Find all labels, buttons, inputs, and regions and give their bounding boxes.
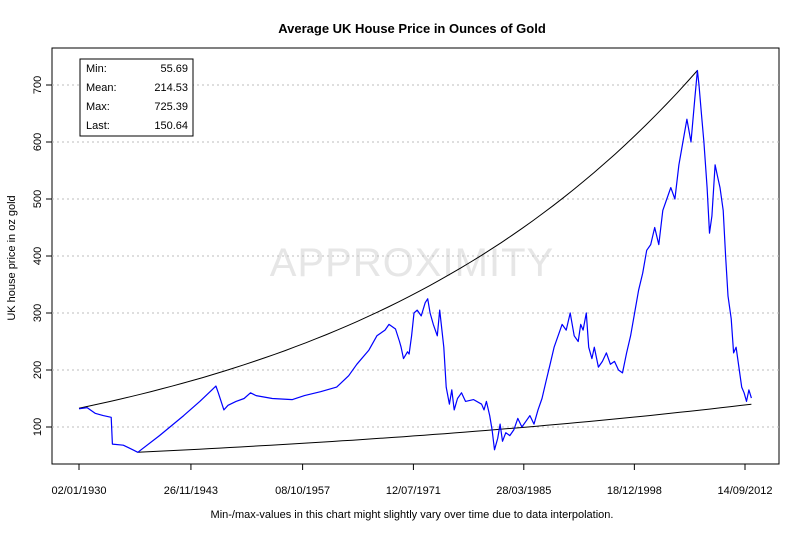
y-tick-label-300: 300 <box>32 304 44 322</box>
upper-envelope-line <box>78 70 698 409</box>
stats-box: Min: 55.69 Mean: 214.53 Max: 725.39 Last… <box>79 58 194 137</box>
stat-label-mean: Mean: <box>86 82 117 94</box>
stat-value-max: 725.39 <box>154 101 188 113</box>
y-axis-title: UK house price in oz gold <box>6 195 18 320</box>
x-tick-label-2: 08/10/1957 <box>275 485 330 497</box>
stat-label-min: Min: <box>86 63 107 75</box>
y-tick-label-400: 400 <box>32 247 44 265</box>
stat-value-last: 150.64 <box>154 120 188 132</box>
series-line-0 <box>78 69 752 453</box>
y-axis: 100 200 300 400 500 600 700 <box>32 76 52 436</box>
envelope-curves <box>78 70 752 453</box>
x-tick-label-3: 12/07/1971 <box>386 485 441 497</box>
x-tick-label-6: 14/09/2012 <box>717 485 772 497</box>
lower-envelope-line <box>137 403 752 453</box>
y-tick-label-500: 500 <box>32 190 44 208</box>
stat-value-mean: 214.53 <box>154 82 188 94</box>
stats-box-frame <box>79 58 194 137</box>
x-axis: 02/01/1930 26/11/1943 08/10/1957 12/07/1971… <box>51 464 773 497</box>
y-tick-label-100: 100 <box>32 418 44 436</box>
y-tick-label-200: 200 <box>32 361 44 379</box>
stat-label-max: Max: <box>86 101 110 113</box>
stat-label-last: Last: <box>86 120 110 132</box>
x-tick-label-5: 18/12/1998 <box>607 485 662 497</box>
interpolation-note: Min-/max-values in this chart might slig… <box>211 509 614 521</box>
y-tick-label-600: 600 <box>32 133 44 151</box>
chart-title: Average UK House Price in Ounces of Gold <box>278 21 546 36</box>
x-tick-label-1: 26/11/1943 <box>164 485 218 497</box>
watermark: APPROXIMITY <box>270 241 554 285</box>
series-group <box>78 69 752 453</box>
x-tick-label-4: 28/03/1985 <box>496 485 551 497</box>
x-tick-label-0: 02/01/1930 <box>51 485 106 497</box>
y-tick-label-700: 700 <box>32 76 44 94</box>
stat-value-min: 55.69 <box>160 63 188 75</box>
